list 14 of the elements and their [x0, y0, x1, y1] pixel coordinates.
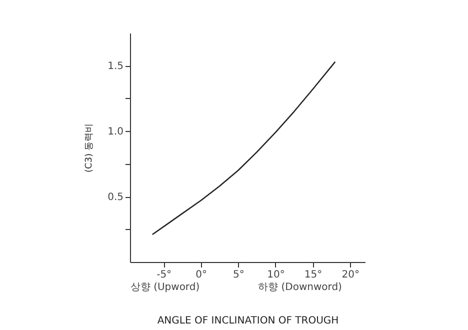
x-tick-label: 20° — [342, 270, 360, 280]
x-axis-title: ANGLE OF INCLINATION OF TROUGH — [157, 316, 339, 326]
text: 하향 (Downword) — [258, 282, 342, 293]
x-tick-label: 0° — [196, 270, 208, 280]
x-tick-label: -5° — [156, 270, 172, 280]
x-tick-label: 5° — [232, 270, 244, 280]
x-tick-label: 10° — [267, 270, 285, 280]
text: 상향 (Upword) — [130, 282, 200, 293]
y-tick-label: 1.0 — [108, 126, 124, 138]
line-series — [152, 61, 336, 236]
y-axis-title: (C3) 동력비 — [84, 124, 95, 172]
y-tick-label: 0.5 — [108, 192, 124, 204]
x-tick-label: 15° — [304, 270, 322, 280]
y-tick-label: 1.5 — [108, 61, 124, 72]
